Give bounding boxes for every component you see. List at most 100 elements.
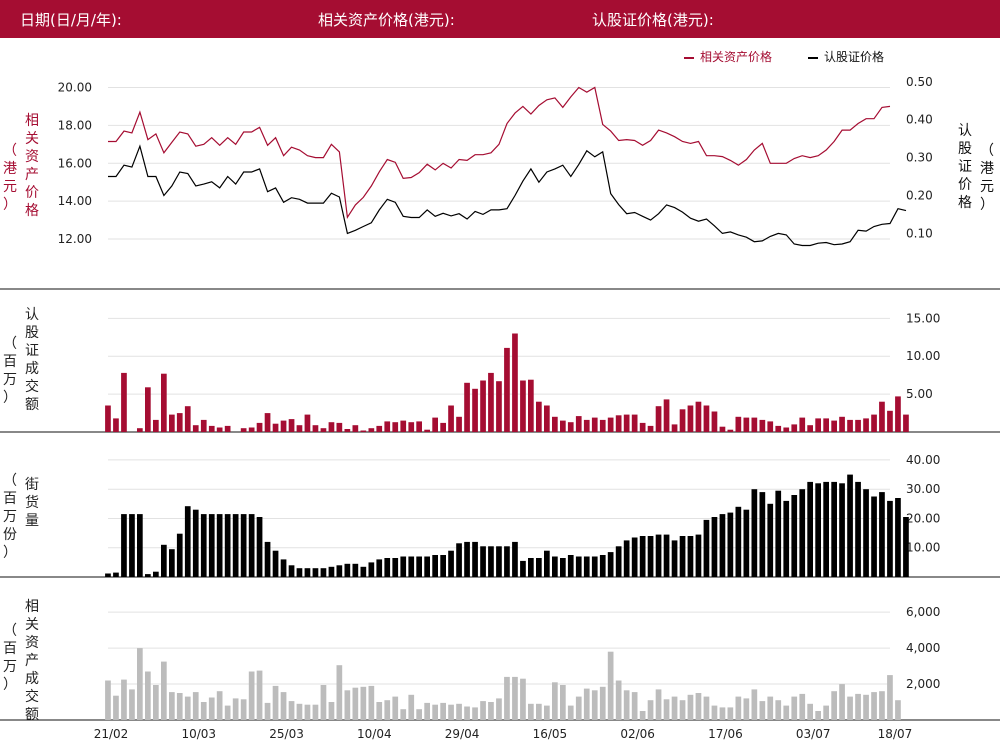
asset-turnover-bar [552, 682, 558, 720]
outstanding-bar [480, 546, 486, 577]
warrant-volume-bar [871, 414, 877, 432]
warrant-volume-bar [137, 428, 143, 432]
asset-turnover-bar [121, 679, 127, 720]
asset-turnover-bar [823, 705, 829, 720]
x-tick-label: 18/07 [878, 727, 913, 741]
outstanding-bar [567, 555, 574, 577]
warrant-volume-bar [847, 419, 853, 432]
x-tick-label: 29/04 [445, 727, 480, 741]
asset-turnover-tick-label: 2,000 [906, 677, 940, 691]
asset-turnover-bar [448, 704, 454, 720]
price-right-axis-name-char: 认 [958, 123, 972, 139]
warrant-volume-bar [352, 425, 359, 432]
asset-turnover-bar [296, 703, 303, 720]
asset-turnover-bar [169, 692, 175, 720]
outstanding-bar [376, 559, 383, 577]
warrant-volume-bar [711, 411, 718, 432]
asset-turnover-bar [488, 702, 494, 720]
warrant-volume-bar [432, 417, 438, 432]
price-right-tick-label: 0.30 [906, 151, 933, 165]
price-right-tick-label: 0.40 [906, 113, 933, 127]
asset-turnover-bar [184, 696, 191, 720]
warrant-volume-bar [488, 372, 494, 432]
outstanding-bar [799, 489, 806, 577]
price-right-axis-unit: （ 港元 ） [980, 142, 994, 214]
legend-asset: 相关资产价格 [684, 48, 772, 65]
asset-turnover-bar [783, 705, 790, 720]
outstanding-bar [456, 543, 462, 577]
asset-turnover-bar [599, 686, 606, 720]
warrant-volume-bar [320, 428, 327, 432]
warrant-volume-bar [392, 422, 399, 432]
asset-turnover-bar [288, 701, 295, 720]
warrant-volume-bar [751, 417, 758, 432]
volume-axis-name: 认股证成交额 [25, 306, 39, 414]
outstanding-bar [496, 546, 502, 577]
asset-turnover-bar [567, 705, 574, 720]
asset-turnover-bar [352, 687, 359, 720]
asset-turnover-bar [655, 689, 662, 720]
warrant-volume-bar [280, 420, 287, 432]
asset-turnover-bar [368, 685, 375, 720]
asset-turnover-bar [847, 696, 853, 720]
warrant-volume-bar [552, 416, 558, 432]
warrant-volume-bar [408, 422, 415, 432]
price-right-axis-name: 认股证价格 [958, 122, 972, 212]
asset-turnover-bar [464, 706, 470, 720]
outstanding-bar [575, 556, 582, 577]
x-tick-label: 21/02 [94, 727, 129, 741]
outstanding-bar [895, 498, 901, 577]
turnover-axis-name-char: 相 [25, 599, 39, 615]
outstanding-bar [807, 481, 813, 577]
legend-warrant-label: 认股证价格 [824, 50, 885, 64]
outstanding-bar [623, 540, 630, 577]
warrant-volume-bar [384, 421, 391, 432]
warrant-volume-bar [727, 429, 734, 432]
asset-turnover-bar [113, 695, 119, 720]
warrant-volume-bar [312, 425, 319, 432]
asset-turnover-bar [583, 688, 590, 720]
asset-turnover-bar [671, 696, 678, 720]
warrant-volume-tick-label: 10.00 [906, 349, 940, 363]
warrant-volume-bar [424, 429, 430, 432]
warrant-volume-bar [583, 419, 590, 432]
outstanding-tick-label: 30.00 [906, 482, 940, 496]
asset-turnover-bar [591, 690, 598, 720]
warrant-volume-bar [799, 417, 806, 432]
outstanding-bar [384, 558, 391, 577]
asset-turnover-bar [153, 685, 159, 720]
asset-turnover-bar [384, 700, 391, 720]
price-left-axis-name-char: 关 [25, 131, 39, 147]
outstanding-bar [328, 566, 335, 577]
warrant-volume-bar [719, 426, 726, 432]
warrant-volume-bar [687, 405, 694, 432]
volume-axis-unit: （ 百万 ） [3, 335, 17, 407]
outstanding-bar [711, 517, 718, 577]
asset-turnover-bar [192, 692, 199, 720]
outstanding-axis-unit-char: （ [3, 473, 17, 489]
asset-turnover-bar [895, 700, 901, 720]
outstanding-bar [360, 566, 367, 577]
warrant-volume-bar [823, 418, 829, 432]
header-bar: 日期(日/月/年): 相关资产价格(港元): 认股证价格(港元): [0, 0, 1000, 38]
outstanding-bar [464, 541, 470, 577]
volume-axis-name-char: 认 [25, 307, 39, 323]
asset-turnover-bar [145, 671, 151, 720]
price-left-axis-name-char: 资 [25, 149, 39, 165]
outstanding-bar [208, 514, 215, 577]
asset-price-line [108, 86, 891, 220]
turnover-axis-name-char: 关 [25, 617, 39, 633]
warrant-volume-bar [216, 427, 223, 432]
warrant-volume-bar [328, 422, 335, 432]
asset-turnover-bar [208, 697, 215, 720]
warrant-volume-bar [248, 427, 255, 432]
asset-turnover-bar [137, 648, 143, 720]
outstanding-bar [607, 552, 614, 577]
warrant-volume-bar [400, 420, 407, 432]
outstanding-bar [113, 572, 119, 577]
price-right-axis-unit-char: ） [980, 197, 994, 213]
warrant-volume-bar [855, 419, 861, 432]
price-left-tick-label: 20.00 [58, 80, 92, 94]
outstanding-bar [448, 550, 454, 577]
outstanding-bar [240, 514, 247, 577]
